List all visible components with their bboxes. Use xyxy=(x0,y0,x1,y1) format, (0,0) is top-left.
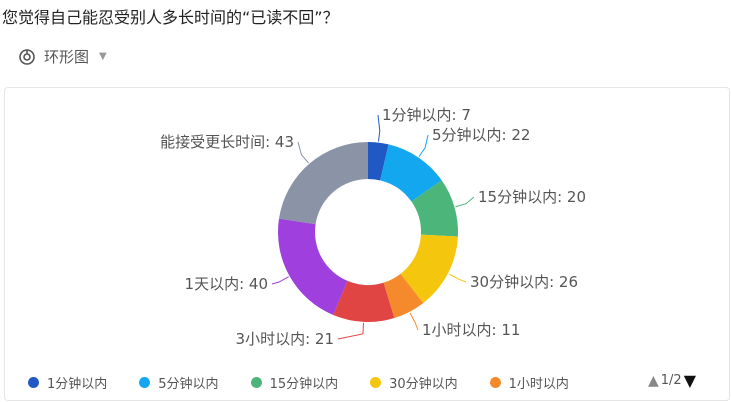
legend-label: 1分钟以内 xyxy=(47,377,108,392)
legend-prev-page-icon[interactable]: ▲ xyxy=(648,372,659,389)
leader-line-1day xyxy=(271,276,289,285)
donut-slice-5min[interactable] xyxy=(380,144,442,202)
legend-label: 5分钟以内 xyxy=(158,377,219,392)
chart-type-selector[interactable]: 环形图 ▼ xyxy=(18,46,107,67)
donut-slice-3hour[interactable] xyxy=(333,280,395,322)
legend-item-1min[interactable]: 1分钟以内 xyxy=(28,373,107,392)
legend-dot xyxy=(370,377,382,388)
legend-label: 30分钟以内 xyxy=(389,377,458,392)
leader-line-15min xyxy=(455,196,475,208)
legend-item-1hour[interactable]: 1小时以内 xyxy=(489,373,569,392)
legend-dot xyxy=(489,377,501,388)
legend-dot xyxy=(139,377,151,388)
legend-item-15min[interactable]: 15分钟以内 xyxy=(250,373,339,392)
legend-dot xyxy=(28,377,39,388)
legend-label: 1小时以内 xyxy=(508,377,569,392)
legend-pager: ▲ 1/2 ▼ xyxy=(648,371,696,390)
chevron-down-icon: ▼ xyxy=(99,51,107,62)
data-label-3hour: 3小时以内: 21 xyxy=(236,330,334,348)
chart-panel xyxy=(4,87,730,401)
leader-line-30min xyxy=(448,273,467,283)
leader-line-1min xyxy=(377,114,381,142)
donut-chart-icon xyxy=(19,48,35,65)
donut-slice-1min[interactable] xyxy=(368,142,389,181)
data-label-15min: 15分钟以内: 20 xyxy=(478,188,586,206)
legend-item-30min[interactable]: 30分钟以内 xyxy=(370,373,458,392)
leader-line-3hour xyxy=(337,322,364,340)
leader-line-longer xyxy=(297,141,309,164)
donut-slice-15min[interactable] xyxy=(411,180,458,237)
data-label-1day: 1天以内: 40 xyxy=(185,275,268,293)
data-label-1min: 1分钟以内: 7 xyxy=(382,106,471,124)
legend-page-indicator: 1/2 xyxy=(660,373,682,388)
data-label-longer: 能接受更长时间: 43 xyxy=(160,133,294,151)
legend-label: 15分钟以内 xyxy=(269,377,339,392)
leader-line-5min xyxy=(418,134,429,157)
question-title: 您觉得自己能忍受别人多长时间的“已读不回”？ xyxy=(2,8,339,27)
data-label-5min: 5分钟以内: 22 xyxy=(432,126,530,144)
chart-type-label: 环形图 xyxy=(44,48,90,66)
data-label-30min: 30分钟以内: 26 xyxy=(470,273,578,291)
leader-line-1hour xyxy=(409,312,419,331)
donut-slice-1hour[interactable] xyxy=(383,273,424,319)
chart-legend: 1分钟以内 5分钟以内 15分钟以内 30分钟以内 1小时以内 xyxy=(28,373,601,392)
legend-item-5min[interactable]: 5分钟以内 xyxy=(139,373,219,392)
donut-slice-30min[interactable] xyxy=(400,234,458,304)
data-label-1hour: 1小时以内: 11 xyxy=(422,321,520,339)
legend-next-page-icon[interactable]: ▼ xyxy=(683,371,697,390)
legend-dot xyxy=(250,377,262,388)
donut-slice-1day[interactable] xyxy=(278,218,348,316)
donut-slice-longer[interactable] xyxy=(278,142,368,225)
